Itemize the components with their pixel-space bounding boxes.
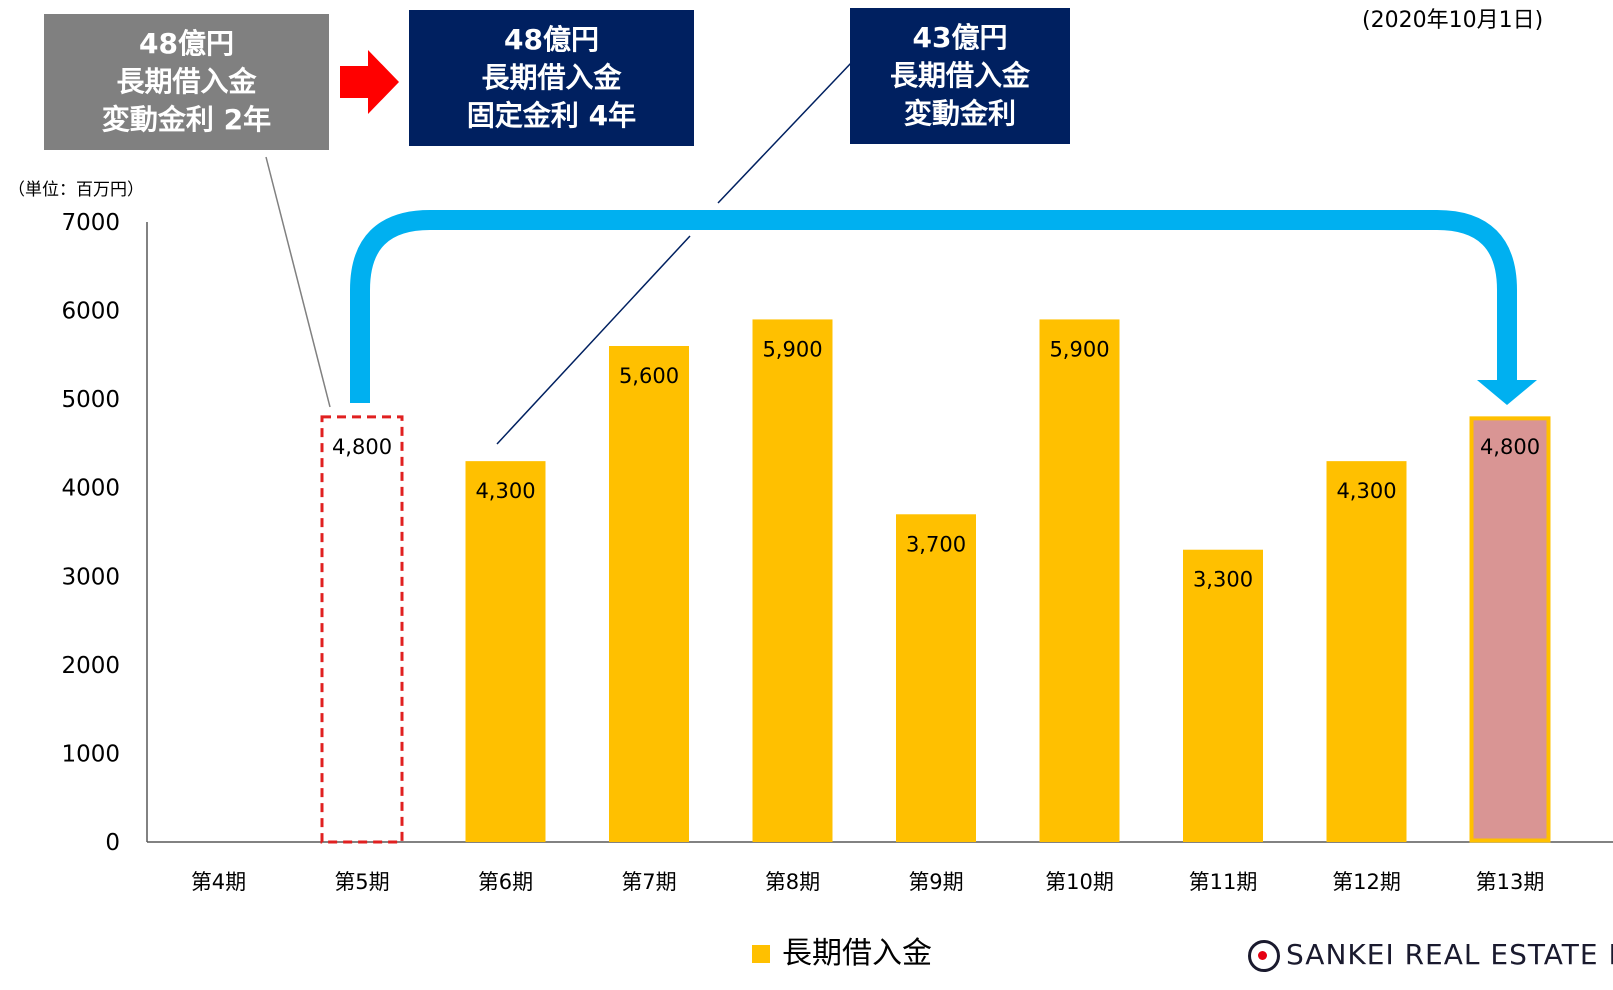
data-label: 4,800	[332, 435, 392, 459]
annotation-box-fixed-4yr: 48億円 長期借入金 固定金利 4年	[409, 10, 694, 146]
y-tick-label: 2000	[61, 653, 120, 679]
transition-arrow-icon	[340, 50, 399, 114]
x-tick-label: 第4期	[191, 870, 246, 894]
company-logo: SANKEI REAL ESTATE I	[1248, 938, 1613, 972]
data-label: 4,800	[1480, 435, 1540, 459]
y-tick-label: 7000	[61, 210, 120, 236]
y-tick-label: 0	[105, 830, 120, 856]
bar	[1039, 319, 1120, 842]
refinance-arrowhead	[1477, 380, 1537, 405]
data-label: 4,300	[1336, 479, 1396, 503]
x-tick-label: 第10期	[1045, 870, 1114, 894]
x-tick-label: 第9期	[908, 870, 963, 894]
logo-text: SANKEI REAL ESTATE I	[1286, 938, 1613, 971]
bar-dashed	[320, 415, 404, 844]
data-label: 3,700	[906, 532, 966, 556]
annotation-box-variable-2yr: 48億円 長期借入金 変動金利 2年	[44, 14, 329, 150]
y-tick-label: 3000	[61, 564, 120, 590]
x-tick-label: 第6期	[478, 870, 533, 894]
leader-line-variable-lower	[496, 235, 691, 445]
bar	[465, 461, 546, 842]
chart-marks: 0 1000 2000 3000 4000 5000 6000 7000 第4期 第5期 4,800…	[61, 50, 1613, 894]
annotation-type: 長期借入金	[116, 65, 257, 98]
y-tick-label: 6000	[61, 299, 120, 325]
x-tick-label: 第5期	[334, 870, 389, 894]
x-tick-label: 第13期	[1476, 870, 1545, 894]
x-tick-label: 第11期	[1189, 870, 1258, 894]
annotation-rate: 変動金利	[903, 97, 1016, 130]
data-label: 4,300	[475, 479, 535, 503]
annotation-amount: 43億円	[912, 21, 1008, 54]
annotation-amount: 48億円	[504, 23, 599, 56]
y-tick-label: 5000	[61, 387, 120, 413]
date-note: (2020年10月1日)	[1362, 8, 1544, 33]
bar	[896, 514, 976, 842]
bar	[752, 319, 833, 842]
leader-line-variable-upper	[717, 61, 853, 204]
unit-label: （単位：百万円）	[8, 180, 144, 200]
bar-highlight	[1469, 416, 1551, 843]
annotation-type: 長期借入金	[481, 61, 622, 94]
annotation-box-variable: 43億円 長期借入金 変動金利	[850, 8, 1070, 144]
annotation-rate: 変動金利 2年	[101, 103, 272, 136]
x-tick-label: 第7期	[621, 870, 676, 894]
x-tick-label: 第8期	[765, 870, 820, 894]
x-tick-label: 第12期	[1332, 870, 1401, 894]
refinance-flow-arrow	[350, 210, 1517, 403]
data-label: 5,900	[762, 337, 822, 361]
logo-mark-icon	[1248, 940, 1280, 972]
y-tick-label: 1000	[61, 741, 120, 767]
leader-line-variable-2yr	[265, 156, 331, 408]
annotation-rate: 固定金利 4年	[466, 99, 637, 132]
bar	[1183, 549, 1263, 842]
data-label: 5,900	[1049, 337, 1109, 361]
bar	[609, 346, 689, 842]
legend-swatch	[752, 945, 770, 963]
y-tick-label: 4000	[61, 476, 120, 502]
bar	[1326, 461, 1407, 842]
data-label: 3,300	[1193, 568, 1253, 592]
legend: 長期借入金	[752, 928, 932, 972]
data-label: 5,600	[619, 364, 679, 388]
annotation-type: 長期借入金	[889, 59, 1030, 92]
annotation-amount: 48億円	[139, 27, 234, 60]
legend-label: 長期借入金	[782, 936, 932, 971]
